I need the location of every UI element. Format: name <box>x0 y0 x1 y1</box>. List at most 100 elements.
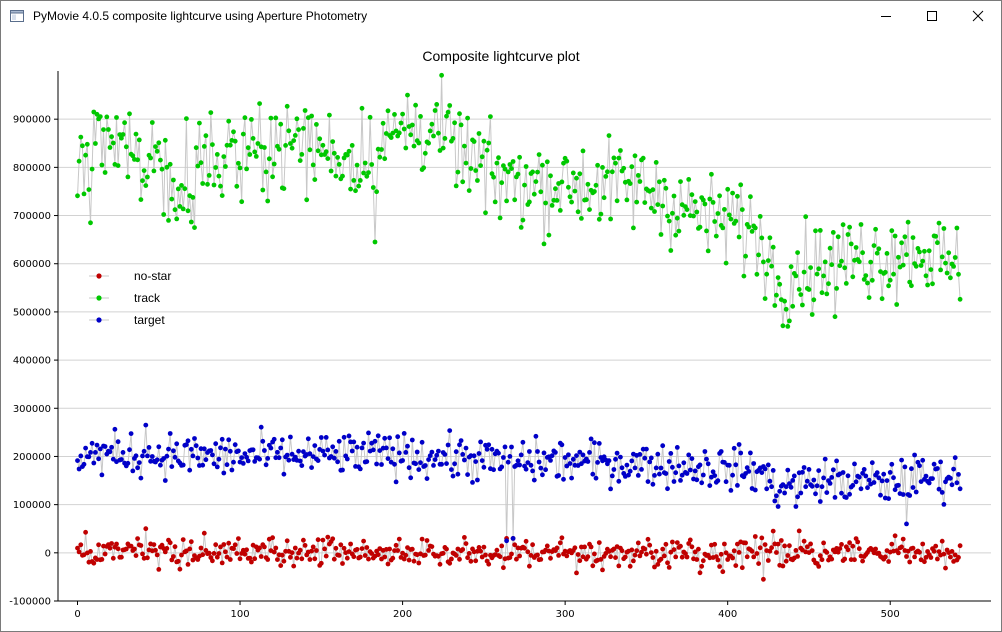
data-point-track <box>348 186 353 192</box>
data-point-track <box>205 181 210 187</box>
data-point-track <box>632 153 638 159</box>
data-point-target <box>193 443 199 449</box>
data-point-no-star <box>845 547 851 553</box>
data-point-track <box>613 160 618 166</box>
data-point-no-star <box>743 540 748 546</box>
data-point-track <box>172 207 178 213</box>
data-point-no-star <box>678 543 683 549</box>
data-point-track <box>847 224 852 230</box>
data-point-no-star <box>382 554 388 560</box>
data-point-track <box>164 164 170 170</box>
data-point-track <box>730 190 735 196</box>
data-point-target <box>315 458 321 463</box>
data-point-track <box>801 269 807 275</box>
data-point-target <box>418 460 423 466</box>
data-point-track <box>278 121 284 127</box>
data-point-track <box>169 196 175 202</box>
data-point-track <box>923 273 929 279</box>
data-point-track <box>869 277 875 283</box>
data-point-track <box>671 193 677 199</box>
data-point-no-star <box>201 530 207 536</box>
data-point-no-star <box>780 563 786 569</box>
data-point-no-star <box>364 545 370 550</box>
data-point-no-star <box>234 551 240 556</box>
data-point-target <box>699 480 705 486</box>
data-point-track <box>416 140 422 146</box>
data-point-track <box>611 155 617 161</box>
data-point-track <box>219 193 225 199</box>
data-point-target <box>783 484 789 490</box>
title-bar[interactable]: PyMovie 4.0.5 composite lightcurve using… <box>1 1 1001 31</box>
data-point-target <box>471 453 477 459</box>
data-point-no-star <box>318 560 324 566</box>
data-point-track <box>515 171 521 177</box>
data-point-track <box>770 244 776 250</box>
close-button[interactable] <box>955 1 1001 31</box>
data-point-target <box>357 466 363 472</box>
data-point-target <box>671 479 677 484</box>
data-point-track <box>250 136 256 141</box>
data-point-no-star <box>362 553 368 558</box>
data-point-target <box>419 439 425 445</box>
data-point-track <box>88 220 93 226</box>
data-point-target <box>865 485 870 491</box>
data-point-no-star <box>668 549 674 555</box>
data-point-no-star <box>449 556 454 562</box>
data-point-no-star <box>232 542 238 548</box>
data-point-track <box>136 137 142 143</box>
data-point-track <box>151 168 157 174</box>
data-point-target <box>606 458 612 464</box>
data-point-target <box>642 455 648 461</box>
data-point-track <box>702 201 708 207</box>
data-point-track <box>180 206 186 212</box>
data-point-track <box>192 225 197 231</box>
data-point-no-star <box>292 545 298 551</box>
data-point-track <box>756 252 761 258</box>
data-point-track <box>624 197 630 203</box>
data-point-target <box>860 470 865 476</box>
lightcurve-chart[interactable]: -100000 0 100000 200000 300000 400000 500000 60… <box>1 31 1001 631</box>
data-point-target <box>681 460 687 466</box>
data-point-track <box>245 145 251 151</box>
data-point-no-star <box>76 549 82 555</box>
data-point-no-star <box>923 555 929 560</box>
data-point-no-star <box>882 554 888 560</box>
data-point-no-star <box>821 540 826 546</box>
data-point-target <box>396 450 402 456</box>
data-point-track <box>462 143 467 149</box>
data-point-track <box>320 142 326 148</box>
data-point-track <box>359 105 365 111</box>
data-point-target <box>344 456 350 462</box>
data-point-track <box>296 127 301 132</box>
data-point-track <box>107 145 113 150</box>
data-point-target <box>861 467 867 472</box>
data-point-track <box>681 212 687 218</box>
data-point-target <box>232 442 238 448</box>
data-point-track <box>866 295 872 300</box>
data-point-no-star <box>645 536 651 542</box>
data-point-target <box>733 462 739 468</box>
data-point-target <box>939 490 945 495</box>
data-point-no-star <box>905 548 911 554</box>
plot-area[interactable]: Composite lightcurve plot -100000 0 100000… <box>1 31 1001 631</box>
data-point-no-star <box>744 554 750 560</box>
data-point-target <box>830 467 836 473</box>
data-point-no-star <box>338 542 344 548</box>
data-point-target <box>917 463 922 469</box>
data-point-target <box>112 426 118 432</box>
data-point-target <box>530 468 535 474</box>
data-point-track <box>580 148 586 154</box>
minimize-button[interactable] <box>863 1 909 31</box>
data-point-target <box>692 468 698 474</box>
maximize-button[interactable] <box>909 1 955 31</box>
data-point-no-star <box>564 553 570 559</box>
data-point-track <box>640 155 646 161</box>
data-point-target <box>821 475 826 481</box>
data-point-track <box>218 183 223 189</box>
data-point-track <box>540 162 545 168</box>
data-point-track <box>101 127 106 132</box>
data-point-target <box>884 478 890 483</box>
data-point-no-star <box>948 554 953 560</box>
data-point-no-star <box>211 551 217 556</box>
data-point-track <box>227 142 233 148</box>
